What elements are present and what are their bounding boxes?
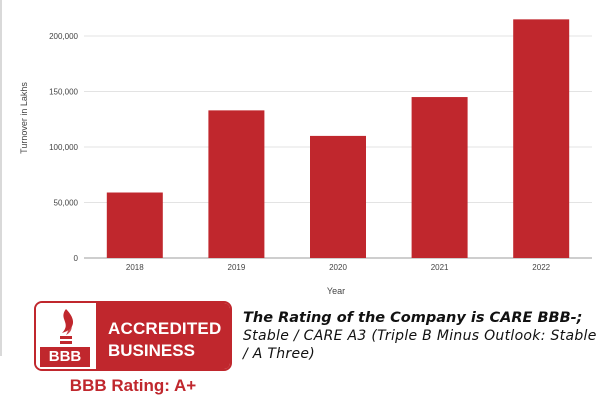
turnover-bar-chart: 0 50,000 100,000 150,000 200,000 2018 2019 202… bbox=[19, 19, 592, 296]
y-axis-title: Turnover in Lakhs bbox=[19, 82, 29, 154]
bar-2020 bbox=[310, 135, 366, 258]
x-tick-label: 2019 bbox=[228, 263, 246, 272]
x-tick-label: 2021 bbox=[431, 263, 449, 272]
bbb-logo: BBB bbox=[36, 303, 96, 369]
y-axis-ticks: 0 50,000 100,000 150,000 200,000 bbox=[49, 32, 78, 263]
x-axis-title: Year bbox=[327, 286, 345, 296]
business-text: BUSINESS bbox=[108, 341, 195, 360]
bbb-accredited-panel: ACCREDITED BUSINESS bbox=[96, 303, 230, 369]
bar-2021 bbox=[411, 97, 468, 258]
bars bbox=[106, 19, 570, 259]
accredited-text: ACCREDITED bbox=[108, 319, 222, 338]
x-tick-label: 2018 bbox=[126, 263, 144, 272]
rating-note-detail: Stable / CARE A3 (Triple B Minus Outlook… bbox=[243, 328, 597, 362]
x-axis-ticks: 2018 2019 2020 2021 2022 bbox=[126, 263, 551, 272]
bar-2022 bbox=[513, 19, 570, 258]
left-border-line bbox=[0, 0, 2, 356]
x-tick-label: 2020 bbox=[329, 263, 347, 272]
rating-note: The Rating of the Company is CARE BBB-; … bbox=[243, 309, 605, 363]
y-tick-label: 50,000 bbox=[54, 199, 79, 208]
y-tick-label: 0 bbox=[74, 254, 79, 263]
y-tick-label: 200,000 bbox=[49, 32, 78, 41]
rating-note-headline: The Rating of the Company is CARE BBB-; bbox=[243, 310, 583, 326]
y-tick-label: 100,000 bbox=[49, 143, 78, 152]
bbb-abbreviation: BBB bbox=[40, 347, 90, 367]
bar-2019 bbox=[208, 110, 265, 259]
y-tick-label: 150,000 bbox=[49, 88, 78, 97]
torch-flame-icon bbox=[60, 309, 74, 344]
x-tick-label: 2022 bbox=[532, 263, 550, 272]
bbb-rating-label: BBB Rating: A+ bbox=[69, 376, 197, 395]
bar-2018 bbox=[106, 192, 163, 258]
bbb-accredited-badge: BBB ACCREDITED BUSINESS bbox=[34, 301, 232, 371]
